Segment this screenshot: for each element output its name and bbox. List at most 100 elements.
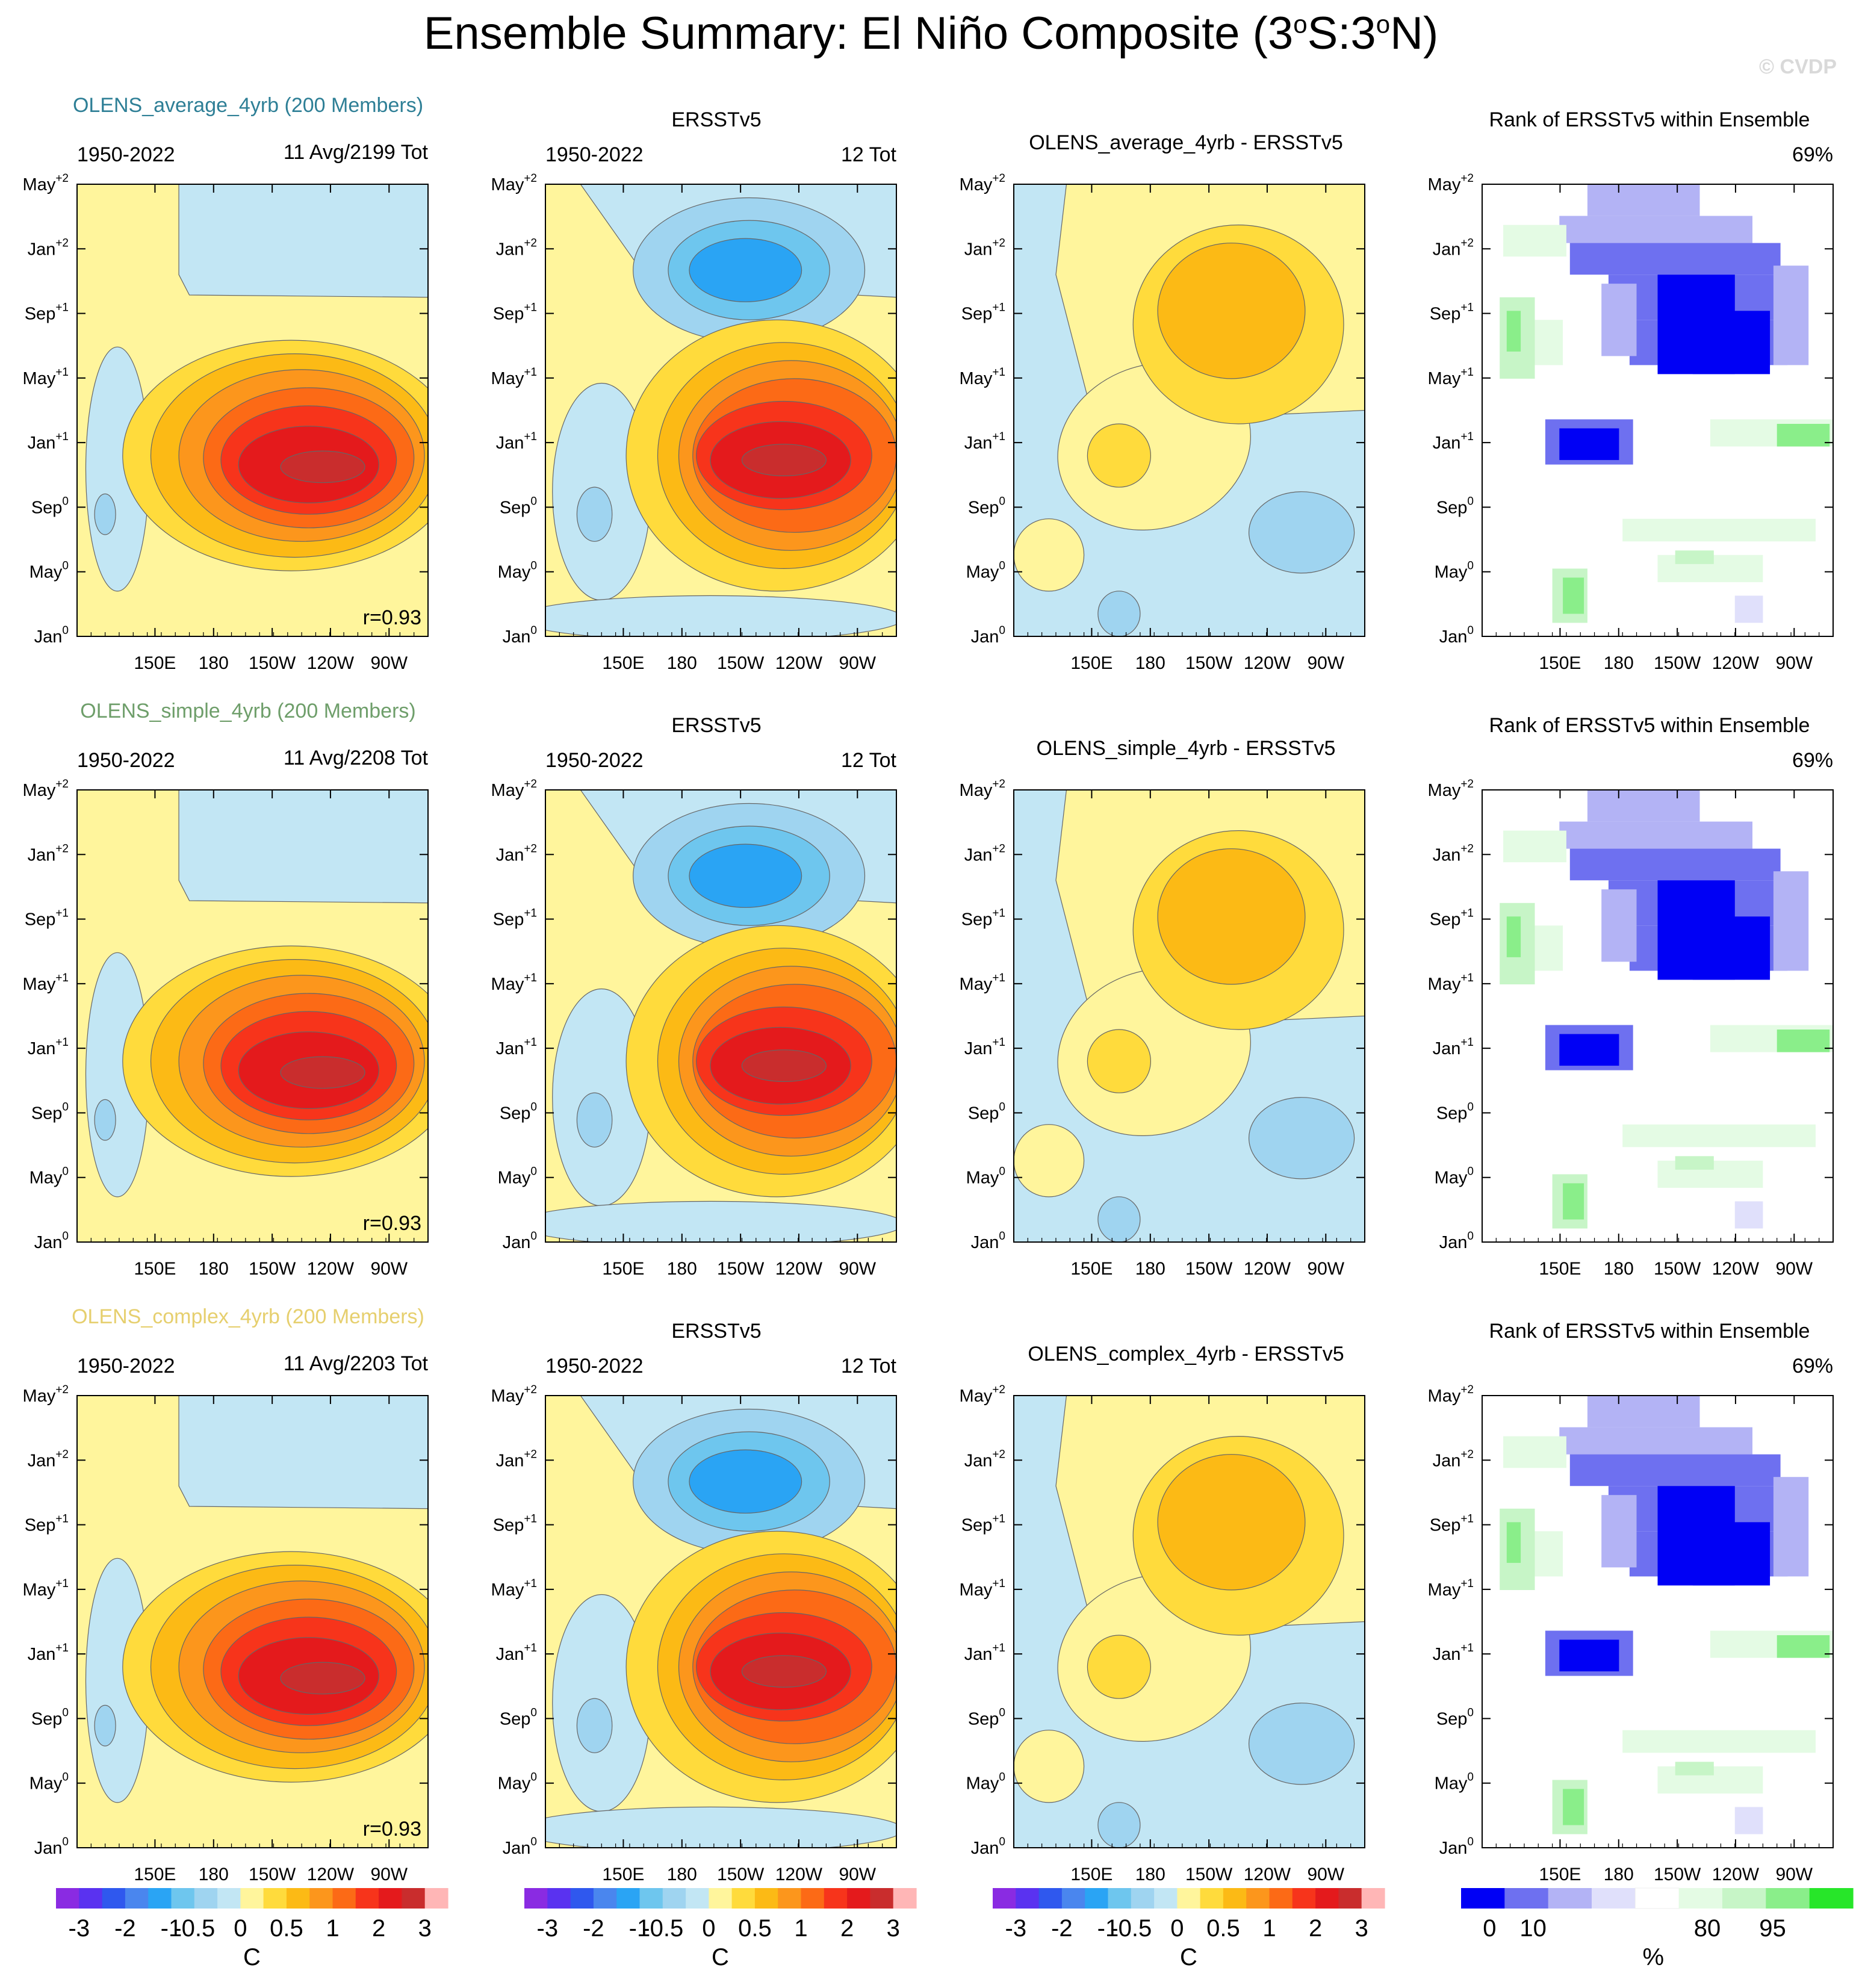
y-tick-year: +1 <box>55 907 69 920</box>
y-tick-year: +1 <box>1460 1577 1474 1590</box>
colorbar-label: 0.5 <box>270 1915 303 1942</box>
obs-title: ERSSTv5 <box>671 714 761 737</box>
y-tick-label: May+1 <box>960 366 1005 388</box>
rank-cell <box>1563 577 1584 614</box>
x-tick-label: 150W <box>249 1865 296 1884</box>
y-tick-label: Sep+1 <box>1430 907 1474 930</box>
rank-cell <box>1777 1030 1830 1052</box>
y-tick-year: 0 <box>1467 1101 1474 1113</box>
y-tick-year: 0 <box>999 1166 1005 1178</box>
y-tick-month: May <box>960 175 993 194</box>
rank-cell <box>1601 284 1637 356</box>
pattern-correlation: r=0.93 <box>363 606 421 629</box>
cool-core-west <box>94 1704 116 1747</box>
y-tick-month: Jan <box>496 1645 524 1664</box>
rank-cell <box>1535 925 1563 971</box>
y-tick-month: May <box>23 1580 56 1600</box>
y-tick-month: Sep <box>961 910 993 930</box>
obs-title: ERSSTv5 <box>671 1320 761 1343</box>
y-tick-year: +1 <box>992 907 1005 920</box>
rank-cell <box>1675 1762 1714 1775</box>
y-tick-month: May <box>966 563 999 582</box>
colorbar-swatch <box>662 1888 686 1909</box>
colorbar-swatch <box>754 1888 778 1909</box>
y-tick-year: +2 <box>1460 778 1474 791</box>
y-tick-month: Jan <box>28 240 56 259</box>
y-tick-label: May0 <box>498 1166 537 1188</box>
y-tick-month: Sep <box>31 498 63 517</box>
rank-cell <box>1692 916 1770 980</box>
panel-3-model-field <box>77 1396 428 1848</box>
colorbar-swatch <box>1766 1888 1810 1909</box>
diff-title: OLENS_simple_4yrb - ERSSTv5 <box>1037 737 1336 760</box>
y-tick-month: Sep <box>493 1516 524 1535</box>
y-tick-month: Jan <box>34 1233 63 1252</box>
y-tick-month: May <box>491 175 524 194</box>
obs-event-count: 12 Tot <box>841 143 897 166</box>
panel-3-rank-frame <box>1482 1395 1834 1848</box>
cool-east <box>1249 491 1355 574</box>
y-tick-label: Sep0 <box>500 1706 537 1729</box>
colorbar-label: -2 <box>1051 1915 1073 1942</box>
y-tick-label: Sep0 <box>31 495 69 517</box>
y-tick-label: May0 <box>966 1771 1005 1794</box>
y-tick-label: May+2 <box>23 172 69 194</box>
warm-2-5 <box>741 1655 827 1688</box>
model-event-count: 11 Avg/2208 Tot <box>284 747 429 769</box>
y-tick-month: Jan <box>1433 1645 1461 1664</box>
y-tick-year: +1 <box>55 1577 69 1590</box>
y-tick-month: Sep <box>961 1516 993 1535</box>
y-tick-label: Jan0 <box>971 1836 1005 1858</box>
colorbar-label: -3 <box>537 1915 559 1942</box>
y-tick-year: +1 <box>992 302 1005 314</box>
y-tick-label: Jan+1 <box>28 430 69 453</box>
rank-cell <box>1734 595 1763 623</box>
x-tick-label: 120W <box>775 653 823 673</box>
y-tick-label: May0 <box>1435 560 1474 582</box>
y-tick-label: Jan+2 <box>1433 842 1474 865</box>
colorbar-label: -0.5 <box>1110 1915 1152 1942</box>
y-tick-label: May+2 <box>960 1384 1005 1406</box>
colorbar-swatch <box>870 1888 894 1909</box>
colorbar-label: -1 <box>1097 1915 1119 1942</box>
x-tick-label: 180 <box>1135 653 1165 673</box>
rank-cell <box>1503 830 1566 863</box>
rank-percent: 69% <box>1792 1355 1833 1378</box>
y-tick-label: Sep+1 <box>25 1513 69 1535</box>
x-tick-label: 90W <box>1307 1259 1344 1279</box>
rank-cell <box>1777 1635 1830 1658</box>
colorbar-label: 1 <box>1262 1915 1276 1942</box>
colorbar-swatch <box>893 1888 917 1909</box>
y-tick-label: May+2 <box>491 172 537 194</box>
y-tick-label: Jan+1 <box>1433 1642 1474 1664</box>
colorbar-label: -3 <box>69 1915 90 1942</box>
colorbar-swatch <box>616 1888 641 1909</box>
y-tick-label: May+1 <box>491 366 537 388</box>
colorbar-label: 0.5 <box>1206 1915 1240 1942</box>
title-degree: o <box>1376 10 1391 39</box>
y-tick-label: May0 <box>29 1166 69 1188</box>
panel-1-obs-frame <box>545 184 897 637</box>
colorbar-label: 0 <box>1170 1915 1184 1942</box>
x-tick-label: 150W <box>1185 653 1233 673</box>
y-tick-year: +1 <box>1460 302 1474 314</box>
x-tick-label: 90W <box>1307 1865 1344 1884</box>
y-tick-month: May <box>1435 1169 1468 1188</box>
rank-cell <box>1506 1522 1521 1563</box>
y-tick-year: 0 <box>1467 560 1474 573</box>
y-tick-year: +1 <box>992 366 1005 379</box>
y-tick-label: Sep+1 <box>961 907 1005 930</box>
warm-2-5 <box>280 450 365 483</box>
colorbar-label: 95 <box>1759 1915 1786 1942</box>
colorbar-swatch <box>1154 1888 1178 1909</box>
x-tick-label: 150W <box>1654 653 1701 673</box>
cool-core-west <box>94 1099 116 1141</box>
y-tick-label: Jan+2 <box>964 1448 1005 1470</box>
y-tick-month: May <box>491 781 524 800</box>
y-tick-label: May0 <box>1435 1166 1474 1188</box>
y-tick-year: +1 <box>1460 430 1474 443</box>
rank-cell <box>1569 243 1781 275</box>
rank-percent: 69% <box>1792 143 1833 166</box>
colorbar-swatch <box>824 1888 848 1909</box>
